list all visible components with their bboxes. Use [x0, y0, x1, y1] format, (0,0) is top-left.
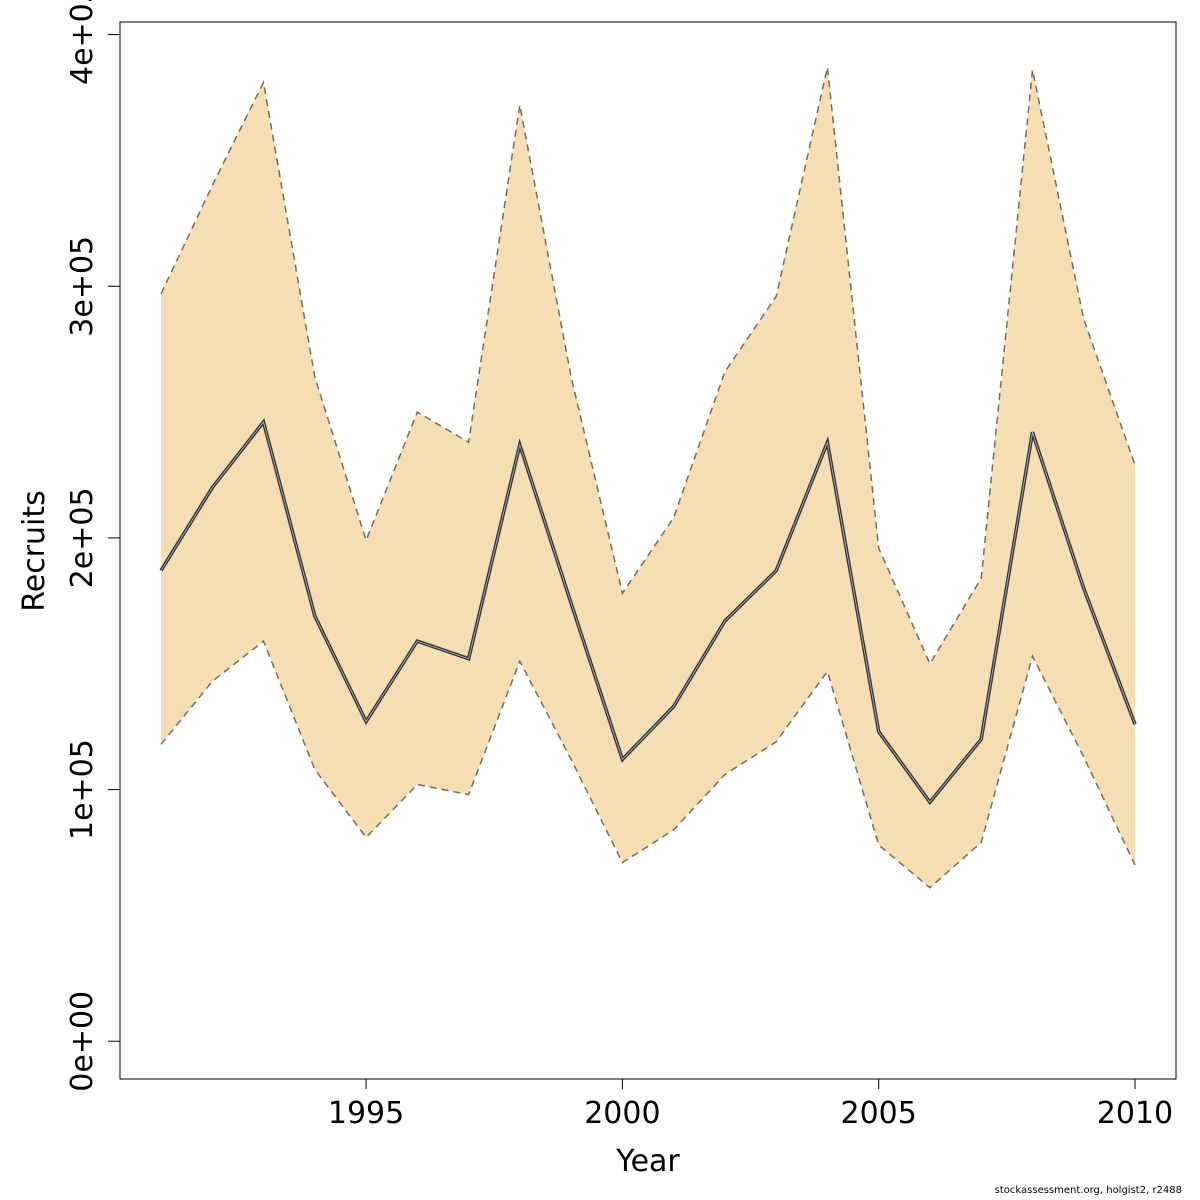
confidence-band-layer: [160, 67, 1136, 889]
y-axis-title: Recruits: [17, 490, 52, 612]
y-tick-label: 0e+00: [65, 991, 100, 1092]
y-tick-label: 4e+05: [65, 0, 100, 85]
y-tick-label: 3e+05: [65, 236, 100, 337]
upper-bound-line: [160, 67, 1136, 666]
x-tick-label: 2000: [584, 1096, 660, 1131]
y-axis: 0e+00 1e+05 2e+05 3e+05 4e+05: [65, 0, 120, 1092]
x-axis-title: Year: [615, 1144, 680, 1179]
footer-note: stockassessment.org, holgist2, r2488: [994, 1185, 1182, 1196]
estimate-line-highlight: [160, 421, 1136, 803]
plot-frame: [119, 21, 1177, 1080]
x-tick-label: 2010: [1097, 1096, 1173, 1131]
confidence-band: [161, 67, 1135, 888]
x-tick-label: 2005: [840, 1096, 916, 1131]
lower-bound-line: [160, 639, 1136, 889]
y-tick-label: 2e+05: [65, 487, 100, 588]
x-axis: 1995 2000 2005 2010: [328, 1079, 1173, 1131]
estimate-line-layer: [159, 418, 1137, 806]
x-tick-label: 1995: [328, 1096, 404, 1131]
y-tick-label: 1e+05: [65, 739, 100, 840]
